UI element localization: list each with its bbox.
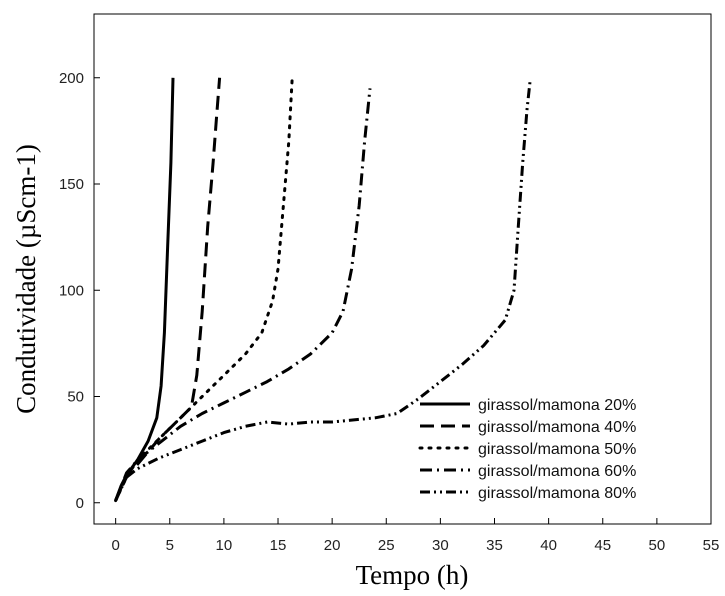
- x-tick-label: 0: [111, 537, 119, 554]
- y-axis-title: Condutividade (µScm-1): [11, 144, 41, 414]
- x-tick-label: 50: [649, 537, 666, 554]
- x-tick-label: 30: [432, 537, 449, 554]
- x-tick-label: 55: [703, 537, 720, 554]
- y-tick-label: 200: [59, 70, 84, 87]
- x-tick-label: 20: [324, 537, 341, 554]
- y-tick-label: 100: [59, 282, 84, 299]
- x-axis-title: Tempo (h): [356, 560, 469, 590]
- x-tick-label: 45: [594, 537, 611, 554]
- y-tick-label: 150: [59, 176, 84, 193]
- y-tick-label: 0: [76, 495, 84, 512]
- series-line-4: [114, 88, 372, 502]
- x-axis: 0 5 10 15 20 25 30 35 40 45 50 55: [111, 518, 719, 554]
- series-line-5: [114, 79, 532, 502]
- x-tick-label: 25: [378, 537, 395, 554]
- x-tick-label: 10: [216, 537, 233, 554]
- legend-label: girassol/mamona 50%: [478, 441, 636, 458]
- legend-label: girassol/mamona 60%: [478, 463, 636, 480]
- y-tick-label: 50: [67, 389, 84, 406]
- legend: girassol/mamona 20% girassol/mamona 40% gi…: [418, 397, 636, 502]
- y-axis: 0 50 100 150 200: [59, 70, 100, 512]
- legend-label: girassol/mamona 40%: [478, 419, 636, 436]
- x-tick-label: 40: [540, 537, 557, 554]
- x-tick-label: 15: [270, 537, 287, 554]
- series-line-3: [114, 78, 294, 503]
- x-tick-label: 35: [486, 537, 503, 554]
- plot-area: [93, 13, 712, 525]
- legend-label: girassol/mamona 20%: [478, 397, 636, 414]
- legend-label: girassol/mamona 80%: [478, 485, 636, 502]
- x-tick-label: 5: [166, 537, 174, 554]
- series-line-2: [114, 77, 222, 502]
- series-lines: [114, 77, 532, 503]
